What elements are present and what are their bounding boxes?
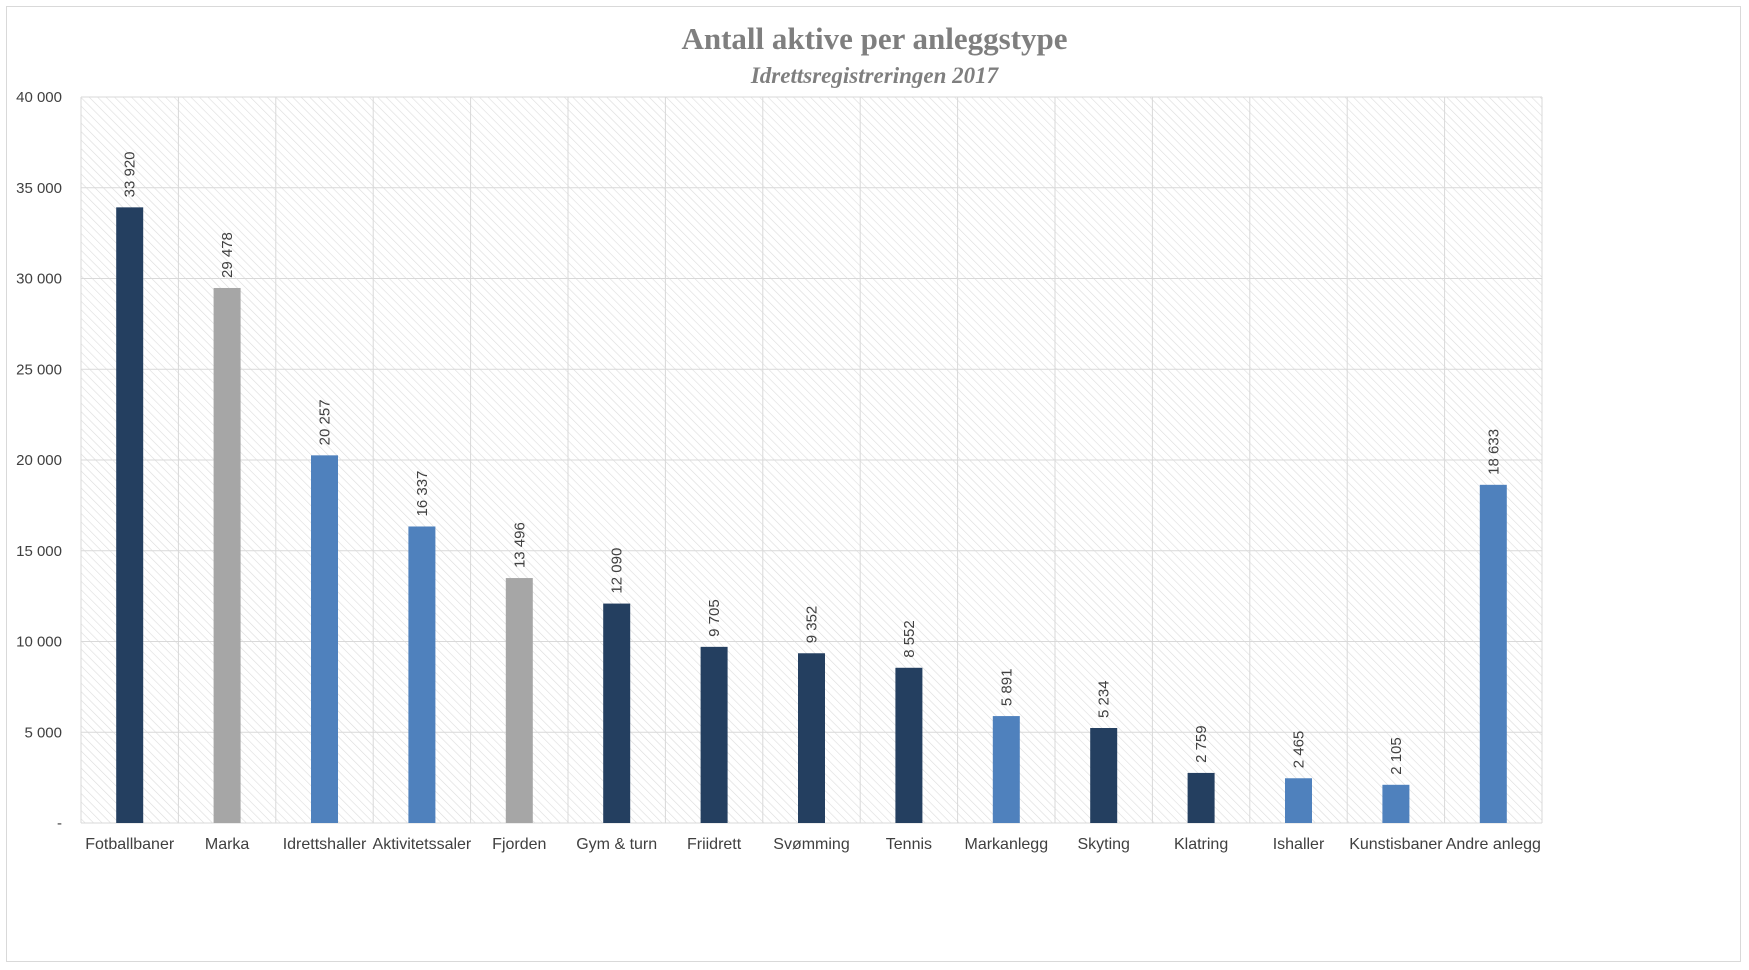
bar <box>1187 772 1215 823</box>
y-tick-label: 25 000 <box>16 361 62 378</box>
y-tick-label: 30 000 <box>16 271 62 288</box>
data-label: 9 705 <box>706 599 723 637</box>
bar <box>505 578 533 823</box>
bar <box>1090 728 1118 823</box>
x-tick-label: Tennis <box>886 836 932 853</box>
x-tick-label: Andre anlegg <box>1446 836 1541 853</box>
x-tick-label: Aktivitetssaler <box>373 836 472 853</box>
x-tick-label: Fjorden <box>492 836 546 853</box>
x-tick-label: Svømming <box>773 836 849 853</box>
data-label: 33 920 <box>122 151 139 197</box>
x-tick-label: Friidrett <box>687 836 742 853</box>
bar <box>700 646 728 823</box>
bar <box>895 667 923 823</box>
y-tick-label: - <box>57 815 62 832</box>
x-tick-label: Fotballbaner <box>85 836 175 853</box>
y-tick-label: 5 000 <box>24 724 62 741</box>
bar <box>1382 784 1410 823</box>
data-label: 2 465 <box>1291 731 1308 769</box>
y-tick-label: 35 000 <box>16 180 62 197</box>
data-label: 29 478 <box>219 232 236 278</box>
bar <box>798 653 825 823</box>
y-axis-labels: - 5 000 10 000 15 000 20 000 25 000 30 000 35 0… <box>16 89 62 832</box>
bar <box>116 207 144 824</box>
y-tick-label: 10 000 <box>16 634 62 651</box>
data-label: 16 337 <box>414 471 431 517</box>
x-tick-label: Marka <box>205 836 250 853</box>
chart-title: Antall aktive per anleggstype <box>681 21 1068 56</box>
data-label: 18 633 <box>1485 429 1502 475</box>
bar <box>213 287 241 823</box>
x-tick-label: Skyting <box>1077 836 1129 853</box>
bar <box>408 526 436 823</box>
x-tick-label: Kunstisbaner <box>1349 836 1443 853</box>
data-label: 13 496 <box>511 522 528 568</box>
y-tick-label: 20 000 <box>16 452 62 469</box>
x-tick-label: Klatring <box>1174 836 1228 853</box>
data-label: 20 257 <box>317 399 334 445</box>
y-tick-label: 15 000 <box>16 543 62 560</box>
data-label: 2 105 <box>1388 737 1405 775</box>
x-axis-labels: Fotballbaner Marka Idrettshaller Aktivitets… <box>85 836 1541 853</box>
bars <box>116 207 1507 824</box>
data-label: 9 352 <box>804 606 821 644</box>
bar <box>603 603 631 823</box>
bar <box>992 716 1020 823</box>
data-label: 5 891 <box>998 669 1015 707</box>
x-tick-label: Idrettshaller <box>283 836 367 853</box>
x-tick-label: Gym & turn <box>576 836 657 853</box>
data-labels: 33 920 29 478 20 257 16 337 13 496 12 090 9 70… <box>122 151 1503 774</box>
bar <box>1479 484 1507 823</box>
data-label: 12 090 <box>609 548 626 594</box>
x-tick-label: Ishaller <box>1273 836 1325 853</box>
data-label: 8 552 <box>901 620 918 658</box>
data-label: 5 234 <box>1096 680 1113 718</box>
bar <box>311 455 338 823</box>
data-label: 2 759 <box>1193 725 1210 763</box>
bar <box>1285 778 1312 823</box>
chart-subtitle: Idrettsregistreringen 2017 <box>750 63 999 88</box>
y-tick-label: 40 000 <box>16 89 62 106</box>
x-tick-label: Markanlegg <box>964 836 1048 853</box>
